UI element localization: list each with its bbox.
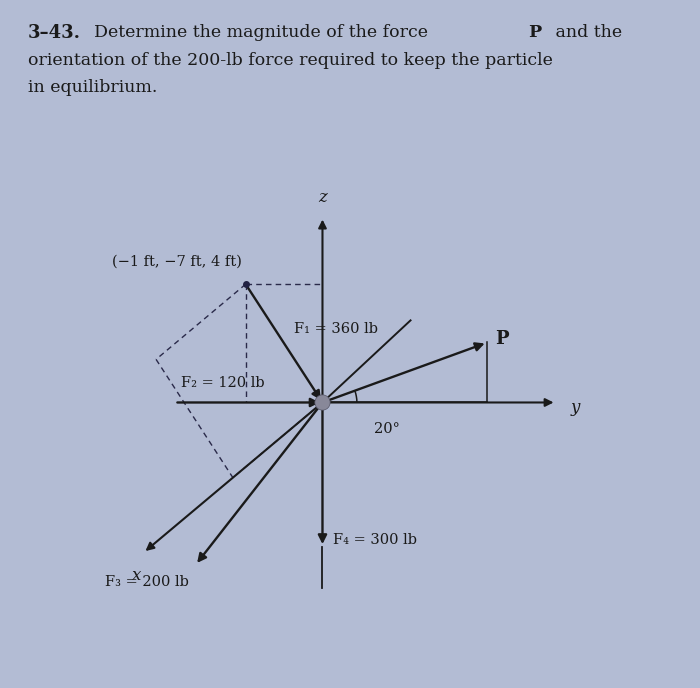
Text: F₂ = 120 lb: F₂ = 120 lb (181, 376, 265, 390)
Text: y: y (570, 400, 580, 416)
Text: 3–43.: 3–43. (28, 24, 81, 42)
Text: and the: and the (550, 24, 622, 41)
Text: F₃ = 200 lb: F₃ = 200 lb (105, 575, 188, 590)
Text: orientation of the 200-lb force required to keep the particle: orientation of the 200-lb force required… (28, 52, 553, 69)
Text: P: P (496, 330, 509, 348)
Text: in equilibrium.: in equilibrium. (28, 79, 158, 96)
Text: x: x (132, 567, 141, 583)
Text: (−1 ft, −7 ft, 4 ft): (−1 ft, −7 ft, 4 ft) (112, 255, 242, 269)
Text: F₄ = 300 lb: F₄ = 300 lb (332, 533, 416, 547)
Text: F₁ = 360 lb: F₁ = 360 lb (295, 323, 379, 336)
Text: P: P (528, 24, 542, 41)
Text: z: z (318, 189, 327, 206)
Text: 20°: 20° (374, 422, 400, 436)
Text: Determine the magnitude of the force: Determine the magnitude of the force (94, 24, 434, 41)
